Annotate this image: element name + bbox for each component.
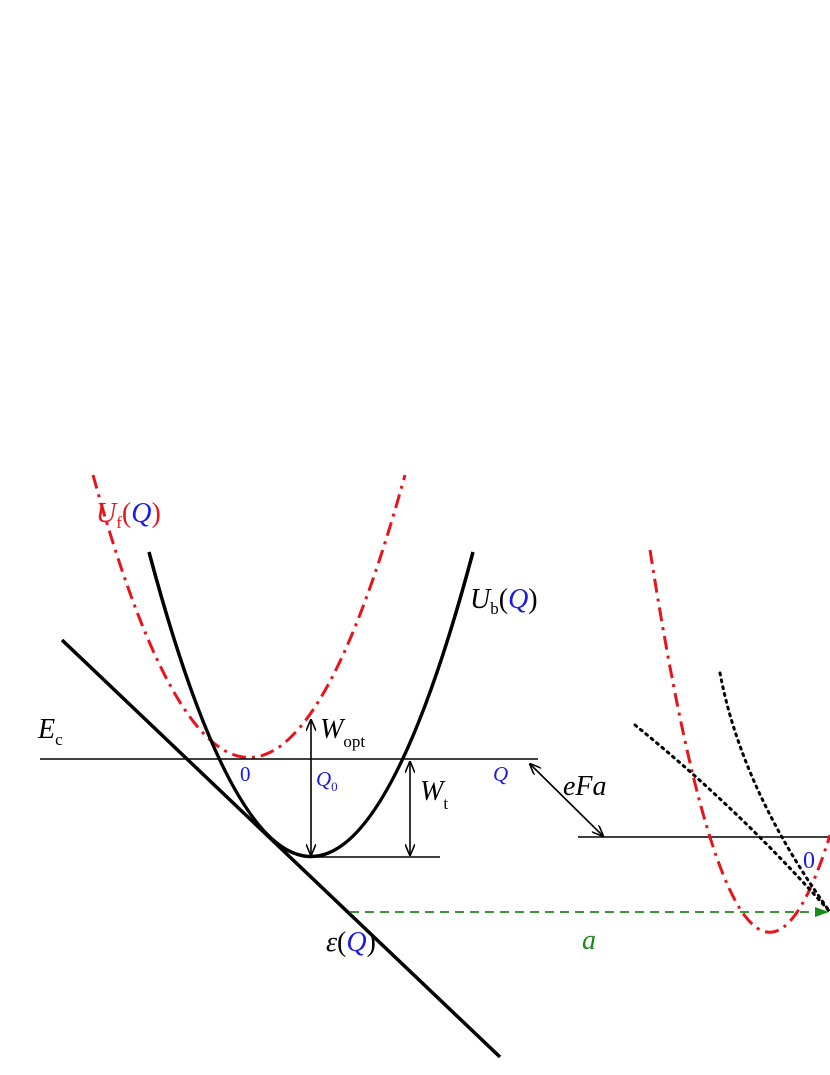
epsilon-label: ε(Q)	[326, 927, 376, 958]
ub-label: Ub(Q)	[470, 584, 538, 618]
ec-label: Ec	[37, 714, 63, 749]
ub-curve	[147, 551, 475, 858]
right-dotted-curve-2	[718, 671, 830, 914]
a-label: a	[582, 925, 596, 956]
right-uf-curve	[648, 549, 830, 934]
wt-label: Wt	[420, 776, 448, 813]
q-axis-label: Q	[493, 762, 508, 786]
wopt-label: Wopt	[320, 714, 365, 751]
epsilon-line	[60, 638, 502, 1059]
zero-left-label: 0	[240, 762, 251, 786]
efa-label: eFa	[563, 771, 607, 802]
uf-label: Uf(Q)	[96, 498, 161, 532]
efa-arrow	[530, 764, 603, 836]
zero-right-label: 0	[803, 848, 815, 874]
uf-curve	[91, 474, 407, 759]
q0-label: Q0	[316, 767, 338, 794]
right-dotted-curve-1	[633, 723, 830, 914]
